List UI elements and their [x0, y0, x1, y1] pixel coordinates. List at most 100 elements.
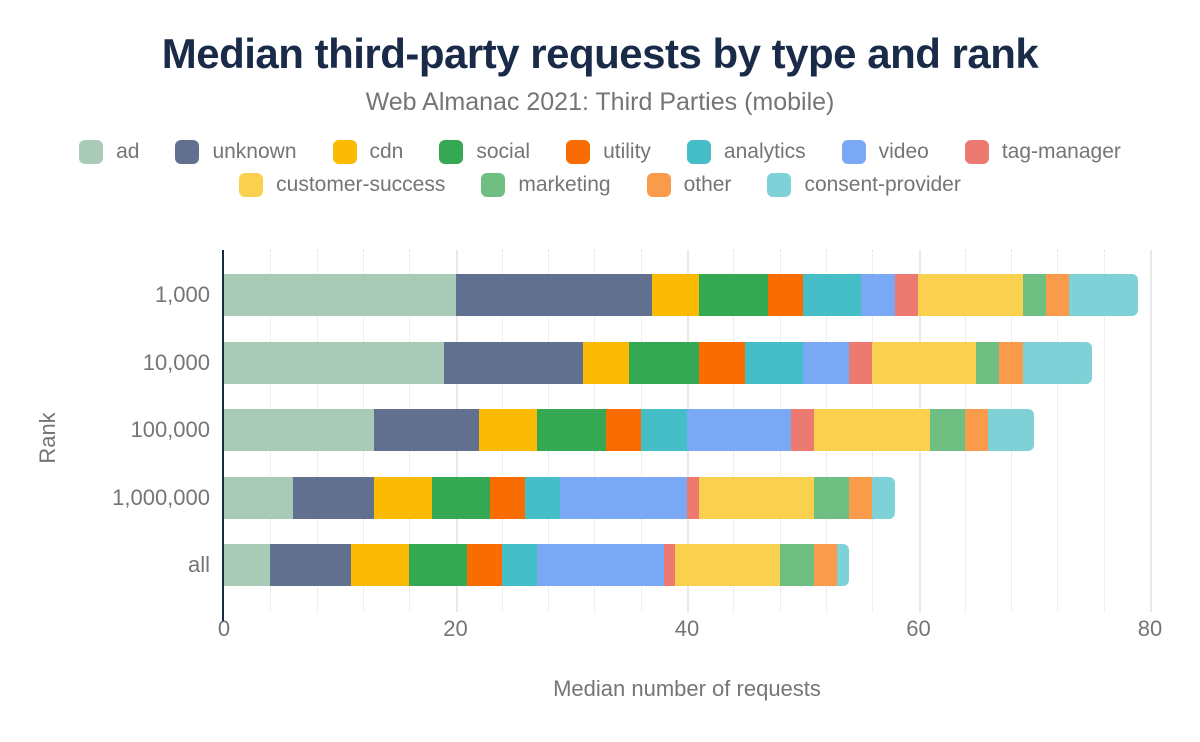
bar-segment-customer-success [698, 476, 815, 519]
bar-row-all [224, 544, 849, 586]
bar-segment-marketing [930, 409, 965, 451]
x-tick-label: 60 [906, 616, 931, 641]
bar-segment-social [698, 274, 768, 316]
legend-label: marketing [518, 173, 611, 196]
bar-segment-cdn [478, 409, 537, 451]
legend-label: customer-success [276, 173, 446, 196]
bar-segment-marketing [976, 341, 1000, 384]
gridline-minor [1103, 250, 1105, 612]
legend-item-tag-manager: tag-manager [964, 140, 1121, 164]
gridline-minor [1057, 250, 1059, 612]
legend-item-analytics: analytics [686, 140, 806, 164]
legend-label: utility [603, 140, 651, 163]
bar-segment-analytics [524, 476, 560, 519]
legend-label: unknown [212, 140, 297, 163]
bar-segment-video [686, 409, 792, 451]
legend-label: ad [116, 140, 140, 163]
bar-segment-social [536, 409, 606, 451]
bar-segment-video [559, 476, 687, 519]
legend-label: tag-manager [1001, 140, 1121, 163]
bar-segment-utility [467, 544, 502, 586]
legend-label: consent-provider [804, 173, 961, 196]
y-tick-label: all [187, 552, 210, 577]
chart-title: Median third-party requests by type and … [161, 30, 1039, 77]
bar-segment-tag-manager [663, 544, 676, 586]
bar-segment-marketing [779, 544, 815, 586]
bar-segment-consent-provider [1068, 274, 1139, 316]
legend-label: cdn [369, 140, 404, 163]
bar-segment-cdn [652, 274, 699, 316]
legend-swatch-customer-success [239, 173, 264, 197]
legend-item-cdn: cdn [332, 140, 404, 164]
legend-item-video: video [841, 140, 929, 164]
bar-segment-cdn [374, 476, 433, 519]
y-axis-line [222, 250, 224, 621]
legend-item-customer-success: customer-success [239, 173, 445, 197]
bar-segment-ad [224, 409, 375, 451]
bar-segment-video [802, 341, 850, 384]
bar-segment-utility [698, 341, 745, 384]
bar-row-1000000 [224, 476, 896, 519]
bar-segment-ad [224, 274, 456, 316]
bar-segment-marketing [1022, 274, 1046, 316]
bar-segment-customer-success [675, 544, 780, 586]
bar-segment-marketing [814, 476, 849, 519]
bar-segment-customer-success [872, 341, 977, 384]
legend-label: other [683, 173, 732, 196]
x-axis-title: Median number of requests [553, 676, 821, 701]
legend-swatch-utility [566, 140, 591, 164]
chart-subtitle: Web Almanac 2021: Third Parties (mobile) [365, 88, 835, 116]
legend-swatch-other [646, 173, 671, 197]
legend-item-marketing: marketing [481, 173, 611, 197]
bar-segment-other [814, 544, 838, 586]
bar-segment-analytics [640, 409, 687, 451]
legend-item-utility: utility [566, 140, 651, 164]
bar-segment-consent-provider [987, 409, 1035, 451]
bar-segment-unknown [443, 341, 583, 384]
bar-segment-video [860, 274, 896, 316]
bar-segment-cdn [351, 544, 410, 586]
legend-label: video [878, 140, 929, 163]
y-tick-label: 100,000 [130, 417, 210, 442]
legend-swatch-marketing [481, 173, 506, 197]
x-tick-label: 40 [674, 616, 700, 641]
bar-segment-analytics [802, 274, 861, 316]
x-tick-label: 20 [443, 616, 468, 641]
bar-segment-consent-provider [872, 476, 896, 519]
bar-row-10000 [224, 341, 1093, 384]
bar-segment-tag-manager [686, 476, 699, 519]
bar-segment-ad [224, 476, 294, 519]
y-tick-label: 1,000,000 [112, 484, 210, 510]
legend-swatch-cdn [332, 140, 357, 164]
x-tick-label: 80 [1137, 616, 1163, 641]
legend-swatch-ad [79, 140, 104, 164]
bar-segment-other [999, 341, 1023, 384]
y-tick-label: 1,000 [154, 282, 210, 307]
bar-segment-customer-success [814, 409, 931, 451]
legend-swatch-social [439, 140, 464, 164]
bar-segment-unknown [270, 544, 352, 586]
bar-segment-cdn [582, 341, 630, 384]
legend-item-consent-provider: consent-provider [767, 173, 961, 197]
bar-segment-utility [768, 274, 803, 316]
bar-segment-other [848, 476, 873, 519]
bar-segment-social [409, 544, 468, 586]
legend-row: ad unknown cdn social utility analytics video t… [79, 140, 1121, 164]
legend-swatch-analytics [686, 140, 711, 164]
gridline-major [1150, 250, 1152, 612]
bar-segment-other [1045, 274, 1069, 316]
legend-swatch-video [841, 140, 866, 164]
bar-segment-tag-manager [849, 341, 873, 384]
plot-area [222, 250, 1152, 621]
bar-row-1000 [224, 274, 1139, 316]
bar-segment-unknown [455, 274, 653, 316]
legend-item-ad: ad [79, 140, 139, 164]
bar-segment-utility [490, 476, 525, 519]
bar-segment-tag-manager [791, 409, 815, 451]
legend-label: social [476, 140, 531, 163]
bar-segment-tag-manager [895, 274, 919, 316]
legend-item-other: other [646, 173, 732, 197]
bar-segment-social [432, 476, 491, 519]
legend-swatch-unknown [175, 140, 200, 164]
bar-segment-analytics [744, 341, 803, 384]
